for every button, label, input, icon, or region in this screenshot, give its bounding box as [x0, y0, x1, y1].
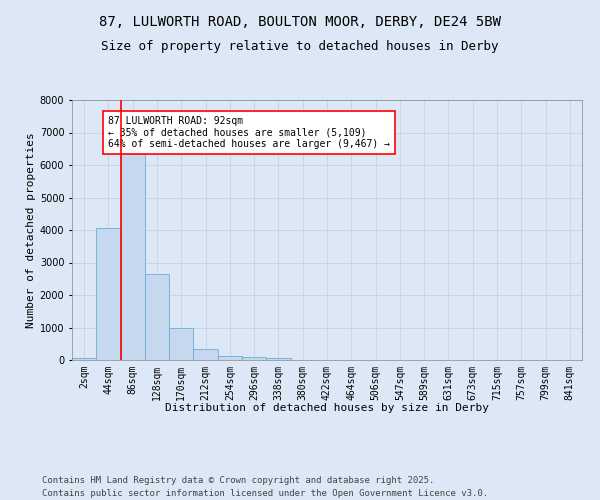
Bar [242, 358, 266, 360]
Text: 87 LULWORTH ROAD: 92sqm
← 35% of detached houses are smaller (5,109)
64% of semi: 87 LULWORTH ROAD: 92sqm ← 35% of detache… [108, 116, 390, 149]
Bar [96, 228, 121, 360]
Bar [266, 358, 290, 360]
Bar [193, 348, 218, 360]
Bar [72, 358, 96, 360]
Text: 87, LULWORTH ROAD, BOULTON MOOR, DERBY, DE24 5BW: 87, LULWORTH ROAD, BOULTON MOOR, DERBY, … [99, 15, 501, 29]
Bar [218, 356, 242, 360]
Text: Contains public sector information licensed under the Open Government Licence v3: Contains public sector information licen… [42, 488, 488, 498]
Bar [145, 274, 169, 360]
Text: Contains HM Land Registry data © Crown copyright and database right 2025.: Contains HM Land Registry data © Crown c… [42, 476, 434, 485]
Bar [121, 144, 145, 360]
X-axis label: Distribution of detached houses by size in Derby: Distribution of detached houses by size … [165, 403, 489, 413]
Y-axis label: Number of detached properties: Number of detached properties [26, 132, 35, 328]
Text: Size of property relative to detached houses in Derby: Size of property relative to detached ho… [101, 40, 499, 53]
Bar [169, 328, 193, 360]
